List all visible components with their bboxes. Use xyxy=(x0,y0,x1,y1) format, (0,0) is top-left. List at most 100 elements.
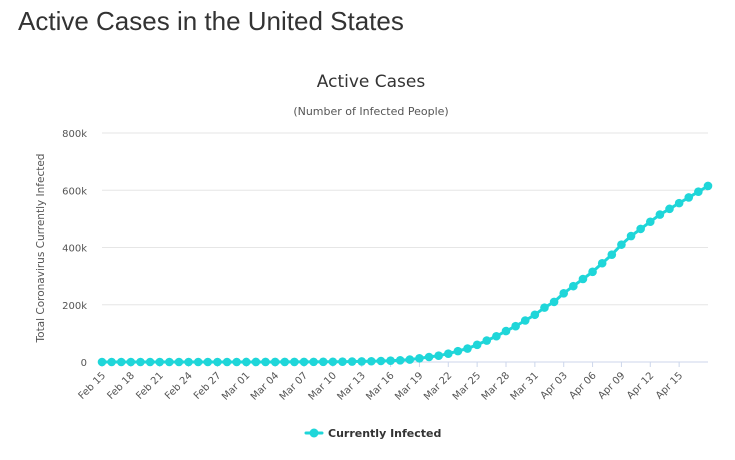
data-point[interactable] xyxy=(184,357,193,367)
data-point[interactable] xyxy=(511,321,520,331)
data-point[interactable] xyxy=(569,281,578,291)
data-point[interactable] xyxy=(453,346,463,356)
x-tick-label: Apr 06 xyxy=(567,370,598,401)
data-point[interactable] xyxy=(251,357,261,367)
data-point[interactable] xyxy=(626,231,636,241)
data-point[interactable] xyxy=(578,274,588,284)
data-point[interactable] xyxy=(540,303,549,312)
data-point[interactable] xyxy=(347,357,357,366)
x-tick-label: Mar 04 xyxy=(249,370,281,402)
data-point[interactable] xyxy=(434,351,443,361)
x-tick-label: Mar 07 xyxy=(278,370,310,402)
x-tick-label: Mar 31 xyxy=(509,370,541,402)
data-point[interactable] xyxy=(232,357,241,367)
data-point[interactable] xyxy=(338,357,347,366)
data-point[interactable] xyxy=(597,258,607,268)
y-axis-ticks: 0 200k 400k 600k 800k xyxy=(62,129,87,369)
data-point[interactable] xyxy=(655,210,665,219)
data-point[interactable] xyxy=(299,357,309,367)
data-point[interactable] xyxy=(684,193,694,202)
data-point[interactable] xyxy=(165,357,174,367)
x-tick-label: Apr 15 xyxy=(654,370,685,401)
x-tick-label: Mar 16 xyxy=(364,370,396,402)
legend[interactable]: Currently Infected xyxy=(304,427,441,440)
data-point[interactable] xyxy=(645,217,655,227)
data-point[interactable] xyxy=(694,187,703,196)
data-point[interactable] xyxy=(222,357,232,367)
y-axis-title: Total Coronavirus Currently Infected xyxy=(35,154,47,344)
x-tick-label: Feb 24 xyxy=(163,370,195,402)
data-point[interactable] xyxy=(261,357,270,367)
data-point[interactable] xyxy=(203,357,213,367)
data-point[interactable] xyxy=(309,357,318,367)
data-point[interactable] xyxy=(193,357,203,367)
data-point[interactable] xyxy=(126,357,136,367)
data-point[interactable] xyxy=(463,344,472,353)
y-tick-label: 0 xyxy=(81,358,87,369)
data-point[interactable] xyxy=(636,224,645,234)
data-point[interactable] xyxy=(588,267,597,277)
data-point[interactable] xyxy=(607,250,617,259)
y-tick-label: 200k xyxy=(62,301,87,312)
data-point[interactable] xyxy=(617,240,626,249)
data-point[interactable] xyxy=(116,357,126,367)
x-tick-label: Feb 18 xyxy=(105,370,137,402)
x-tick-label: Mar 01 xyxy=(220,370,252,402)
data-point[interactable] xyxy=(703,181,713,191)
x-tick-label: Apr 03 xyxy=(539,370,570,401)
x-tick-label: Apr 09 xyxy=(596,370,627,401)
page-heading: Active Cases in the United States xyxy=(18,6,404,36)
series-line xyxy=(102,184,709,364)
chart-title: Active Cases xyxy=(317,72,426,92)
data-point[interactable] xyxy=(530,310,540,320)
data-point[interactable] xyxy=(424,352,434,362)
data-point[interactable] xyxy=(559,289,569,298)
data-point[interactable] xyxy=(290,357,299,367)
x-tick-label: Feb 27 xyxy=(192,370,224,402)
x-tick-label: Mar 10 xyxy=(307,370,339,402)
data-point[interactable] xyxy=(367,356,376,366)
data-point[interactable] xyxy=(520,316,530,325)
data-point[interactable] xyxy=(270,357,280,367)
data-point[interactable] xyxy=(405,355,415,364)
data-point[interactable] xyxy=(174,357,184,367)
data-point[interactable] xyxy=(492,331,501,341)
data-point[interactable] xyxy=(549,297,559,307)
data-point[interactable] xyxy=(328,357,338,367)
x-tick-label: Mar 25 xyxy=(451,370,483,402)
x-tick-label: Mar 22 xyxy=(422,370,454,402)
data-point[interactable] xyxy=(136,357,145,367)
data-point[interactable] xyxy=(674,198,684,208)
legend-marker-icon xyxy=(309,428,319,438)
data-point[interactable] xyxy=(501,326,511,336)
data-point[interactable] xyxy=(665,204,674,214)
legend-label: Currently Infected xyxy=(328,427,441,440)
data-point[interactable] xyxy=(213,357,222,367)
chart-subtitle: (Number of Infected People) xyxy=(293,105,448,118)
x-tick-label: Apr 12 xyxy=(625,370,656,401)
series-currently-infected xyxy=(97,181,713,367)
data-point[interactable] xyxy=(395,355,405,365)
data-point[interactable] xyxy=(357,357,367,366)
x-tick-label: Mar 28 xyxy=(480,370,512,402)
x-tick-label: Feb 21 xyxy=(134,370,166,402)
y-tick-label: 600k xyxy=(62,186,87,197)
data-point[interactable] xyxy=(97,357,107,367)
data-point[interactable] xyxy=(280,357,290,367)
x-tick-label: Feb 15 xyxy=(77,370,109,402)
data-point[interactable] xyxy=(472,340,482,350)
data-point[interactable] xyxy=(415,353,424,363)
y-tick-label: 400k xyxy=(62,244,87,255)
data-point[interactable] xyxy=(482,336,492,345)
data-point[interactable] xyxy=(443,349,453,358)
data-point[interactable] xyxy=(155,357,165,367)
data-point[interactable] xyxy=(107,357,116,367)
data-point[interactable] xyxy=(386,356,395,366)
data-point[interactable] xyxy=(241,357,251,367)
x-tick-label: Mar 19 xyxy=(393,370,425,402)
data-point[interactable] xyxy=(145,357,155,367)
data-point[interactable] xyxy=(318,357,328,367)
data-point[interactable] xyxy=(376,356,386,366)
